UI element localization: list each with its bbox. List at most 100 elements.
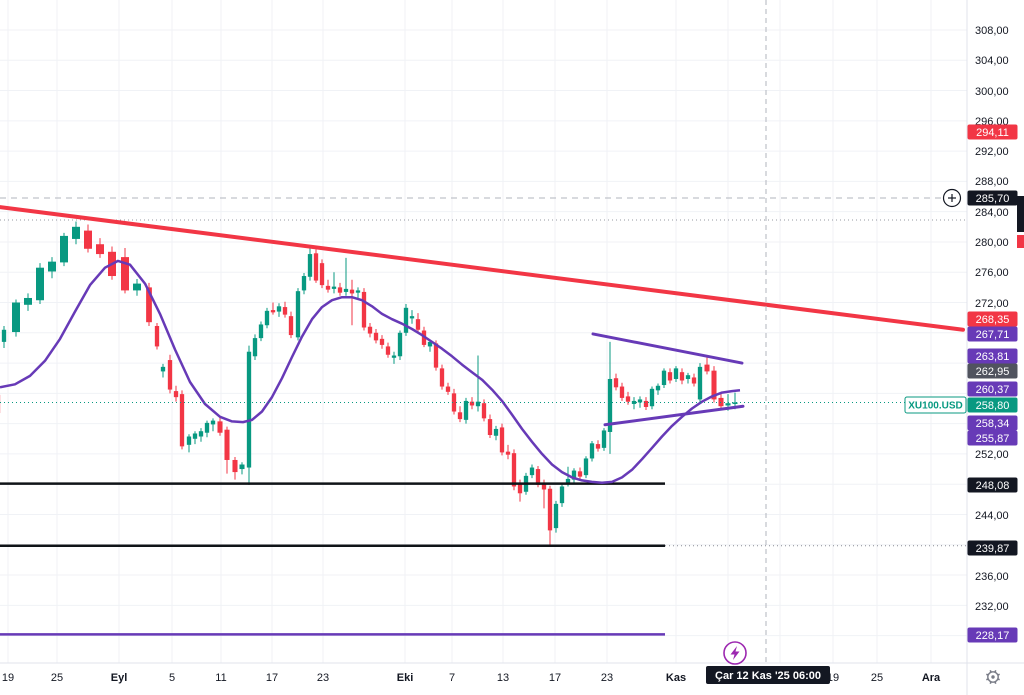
candle xyxy=(547,485,553,546)
candle-body-up xyxy=(307,254,313,277)
candle-body-up xyxy=(264,310,270,326)
plus-circle-icon[interactable] xyxy=(942,188,962,208)
price-badge: 268,35 xyxy=(967,311,1018,327)
candle-body-up xyxy=(258,324,264,339)
date-tooltip-box xyxy=(706,666,830,684)
candle xyxy=(217,417,223,436)
candle-body-up xyxy=(661,370,667,386)
candle-body-up xyxy=(559,486,565,504)
gear-icon[interactable] xyxy=(986,670,1000,684)
candle xyxy=(331,272,337,294)
gear-tooth xyxy=(994,681,997,684)
candle xyxy=(589,441,595,462)
time-tick-label: Kas xyxy=(666,672,686,684)
candle-body-down xyxy=(577,471,583,477)
candle-body-down xyxy=(667,372,673,381)
candle-body-up xyxy=(301,276,307,291)
lightning-icon[interactable] xyxy=(723,641,747,665)
candle xyxy=(601,428,607,451)
candle xyxy=(475,355,481,412)
candle-body-up xyxy=(655,385,661,391)
candle-body-down xyxy=(487,419,493,435)
time-tick-label: Eyl xyxy=(111,672,128,684)
candle xyxy=(246,345,252,485)
candle xyxy=(12,299,20,337)
price-badge-box xyxy=(967,363,1018,379)
candle-body-up xyxy=(160,366,166,372)
candle-body-down xyxy=(535,469,541,485)
gear-tooth xyxy=(997,673,1000,676)
price-badge: 267,71 xyxy=(967,326,1018,342)
gear-tooth xyxy=(986,678,989,681)
candle xyxy=(288,311,294,339)
candle xyxy=(192,431,198,445)
candle-body-up xyxy=(276,306,282,312)
time-tick-label: Ara xyxy=(922,672,941,684)
red-trendline[interactable] xyxy=(0,205,965,332)
candle xyxy=(649,386,655,410)
candle xyxy=(643,397,649,411)
candle-body-up xyxy=(475,401,481,407)
candle-body-up xyxy=(72,226,80,239)
time-tick-label: 11 xyxy=(215,672,226,684)
price-badge-box xyxy=(967,415,1018,431)
candle xyxy=(697,363,703,404)
candle xyxy=(60,232,68,267)
price-tick-label: 272,00 xyxy=(975,298,1009,310)
candle xyxy=(264,307,270,329)
candle-body-up xyxy=(493,428,499,436)
candle xyxy=(685,372,691,384)
candle-body-down xyxy=(625,396,631,402)
candle-body-down xyxy=(541,483,547,490)
candle-body-up xyxy=(409,316,415,319)
price-badge-text: 285,70 xyxy=(976,193,1010,205)
wedge-lower-line[interactable] xyxy=(603,404,745,427)
candle xyxy=(451,388,457,415)
candle xyxy=(252,334,258,361)
price-badge-text: 268,35 xyxy=(976,314,1010,326)
price-badge-box xyxy=(967,397,1018,413)
candle xyxy=(493,425,499,441)
candle xyxy=(319,259,325,289)
candle-body-up xyxy=(565,478,571,483)
candle-body-down xyxy=(313,253,319,281)
candle-body-down xyxy=(146,287,152,323)
candle xyxy=(96,238,104,258)
candle xyxy=(198,428,204,442)
candle-body-up xyxy=(732,402,738,404)
candle-body-down xyxy=(337,287,343,293)
candle-body-down xyxy=(469,401,475,406)
candle xyxy=(391,351,397,364)
candle xyxy=(409,310,415,324)
candle xyxy=(613,373,619,391)
candle-body-up xyxy=(331,286,337,289)
purple-ma-line xyxy=(0,259,741,484)
candle xyxy=(24,293,32,311)
candle-body-up xyxy=(649,388,655,407)
candle-body-up xyxy=(637,399,643,403)
candle xyxy=(173,385,179,402)
candle-body-down xyxy=(319,263,325,286)
candle-body-up xyxy=(48,261,56,272)
time-tick-label: 17 xyxy=(266,672,278,684)
candle xyxy=(463,397,469,424)
candle-body-down xyxy=(385,346,391,355)
price-badge-text: 267,71 xyxy=(976,329,1010,341)
candle-body-up xyxy=(192,433,198,439)
candle-body-up xyxy=(204,422,210,433)
price-badge-box xyxy=(967,326,1018,342)
price-tick-label: 236,00 xyxy=(975,571,1009,583)
candle xyxy=(505,444,511,460)
candle-body-down xyxy=(361,291,367,328)
price-tick-label: 232,00 xyxy=(975,601,1009,613)
candle xyxy=(673,366,679,383)
wedge-upper-line[interactable] xyxy=(591,332,744,365)
candle xyxy=(373,329,379,344)
candle xyxy=(179,390,185,450)
candle xyxy=(571,468,577,483)
candle-body-up xyxy=(239,464,245,470)
candle-body-down xyxy=(439,368,445,387)
candle xyxy=(457,406,463,423)
candle xyxy=(667,368,673,384)
candle-body-down xyxy=(173,391,179,398)
